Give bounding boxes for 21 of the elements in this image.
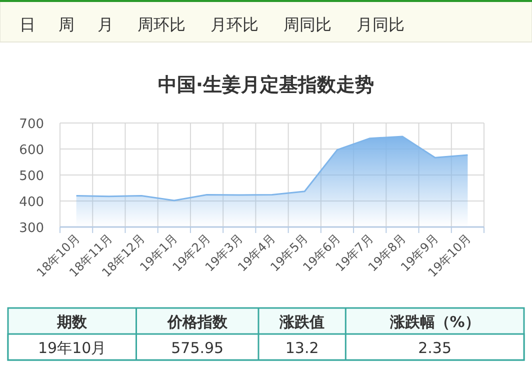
y-tick-label: 300	[19, 221, 44, 236]
text: 价格指数	[166, 313, 228, 331]
text: 周	[58, 15, 74, 34]
text: 月环比	[210, 15, 258, 34]
text: 19年10月	[38, 339, 106, 357]
text: 涨跌幅（%）	[388, 313, 480, 331]
chart-title: 中国·生姜月定基指数走势	[158, 74, 374, 96]
y-tick-label: 600	[19, 143, 44, 158]
text: 周环比	[138, 15, 186, 34]
text: 575.95	[171, 339, 224, 357]
text: 月	[98, 15, 114, 34]
text: 13.2	[285, 339, 319, 357]
text: 2.35	[418, 339, 452, 357]
text: 月同比	[356, 15, 404, 34]
y-tick-label: 500	[19, 169, 44, 184]
text: 期数	[56, 313, 88, 331]
text: 涨跌值	[278, 313, 325, 331]
y-tick-label: 700	[19, 117, 44, 132]
y-tick-label: 400	[19, 195, 44, 210]
text: 周同比	[284, 15, 332, 34]
text: 日	[20, 15, 36, 34]
